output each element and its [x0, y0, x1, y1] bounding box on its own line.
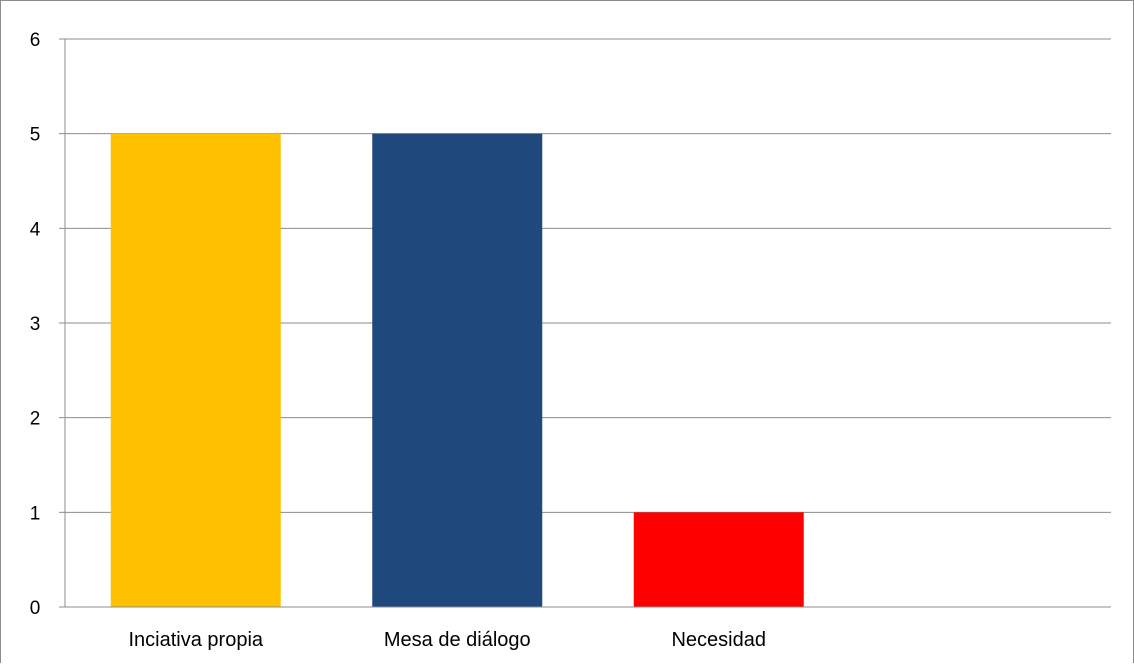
- bar-inciativa-propia: [110, 133, 281, 607]
- x-category-labels: Inciativa propia Mesa de diálogo Necesidad: [128, 629, 766, 651]
- y-tick-label-4: 4: [30, 219, 41, 240]
- y-tick-labels: 0 1 2 3 4 5 6: [30, 30, 41, 619]
- y-tick-label-2: 2: [30, 409, 41, 430]
- axes: [59, 38, 1111, 608]
- x-category-label-3: Necesidad: [671, 629, 766, 651]
- y-tick-label-6: 6: [30, 30, 41, 51]
- y-tick-label-1: 1: [30, 503, 41, 524]
- y-tick-label-0: 0: [30, 598, 41, 619]
- y-tick-label-5: 5: [30, 125, 41, 146]
- x-category-label-1: Inciativa propia: [128, 629, 263, 651]
- x-category-label-2: Mesa de diálogo: [384, 629, 531, 651]
- bars: [110, 133, 804, 607]
- bar-necesidad: [633, 512, 804, 607]
- y-tick-label-3: 3: [30, 314, 41, 335]
- bar-mesa-de-di-logo: [372, 133, 543, 607]
